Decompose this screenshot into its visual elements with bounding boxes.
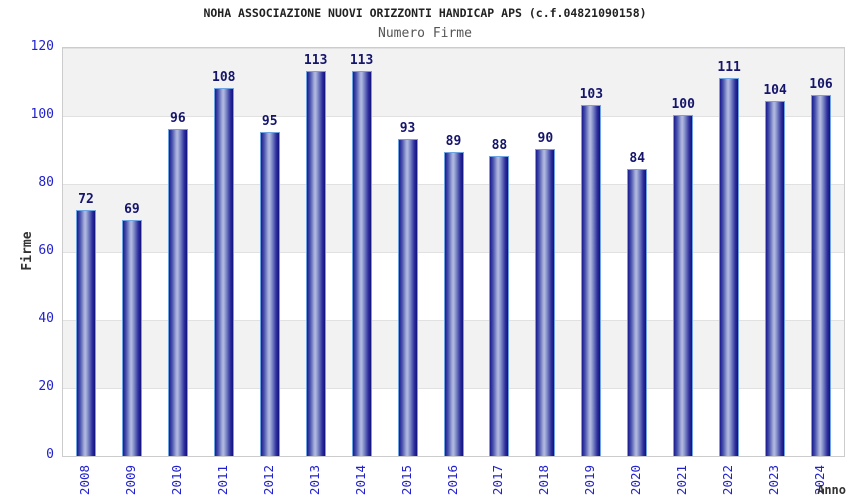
bar [673, 115, 694, 456]
bar-value-label: 89 [445, 134, 462, 150]
y-tick-label: 120 [30, 39, 54, 54]
x-tick-label: 2014 [352, 464, 368, 496]
y-tick-label: 100 [30, 107, 54, 122]
x-tick-label: 2016 [444, 464, 460, 496]
bar-value-label: 88 [491, 137, 508, 153]
bar-value-label: 69 [124, 202, 140, 218]
bar [581, 104, 602, 456]
bar [443, 152, 464, 456]
bar-value-label: 103 [579, 86, 604, 102]
bar [489, 155, 510, 456]
plot-area: 72 69 96 108 95 113 113 93 89 88 90 103 84 100 111 104 1… [62, 47, 845, 457]
bar [535, 149, 556, 456]
bar-value-label: 95 [261, 114, 278, 129]
bar-value-label: 113 [349, 52, 374, 68]
bar [305, 70, 326, 456]
x-tick-label: 2023 [766, 464, 782, 496]
chart-title: NOHA ASSOCIAZIONE NUOVI ORIZZONTI HANDIC… [203, 6, 647, 20]
y-tick-label: 40 [38, 311, 54, 326]
bar [121, 220, 142, 456]
x-tick-label: 2013 [306, 464, 322, 496]
bar-value-label: 84 [629, 151, 646, 167]
bar [765, 101, 786, 456]
bar-value-label: 113 [303, 52, 328, 68]
y-tick-label: 0 [46, 447, 54, 462]
bar [167, 128, 188, 456]
bar-value-label: 96 [170, 110, 186, 126]
bar [627, 169, 648, 456]
chart-subtitle: Numero Firme [378, 26, 472, 41]
bar-value-label: 72 [78, 192, 94, 208]
bar-value-label: 104 [763, 83, 787, 99]
x-tick-label: 2012 [260, 464, 276, 496]
y-tick-label: 80 [38, 175, 54, 190]
bar [75, 210, 96, 456]
x-tick-label: 2022 [720, 464, 736, 496]
x-tick-label: 2018 [536, 464, 552, 496]
y-tick-label: 60 [38, 243, 54, 258]
bar [397, 138, 418, 456]
x-tick-label: 2015 [398, 464, 414, 496]
x-tick-label: 2008 [76, 464, 92, 496]
bar-value-label: 90 [537, 131, 554, 146]
bar [259, 132, 280, 456]
x-tick-label: 2011 [214, 464, 230, 496]
x-tick-label: 2020 [628, 464, 644, 496]
x-tick-label: 2017 [490, 464, 506, 496]
x-tick-label: 2010 [168, 464, 184, 496]
bar-value-label: 111 [717, 59, 741, 75]
bar [811, 94, 832, 456]
x-tick-label: 2019 [582, 464, 598, 496]
bar [719, 77, 740, 456]
x-tick-label: 2009 [122, 464, 138, 496]
bar [351, 70, 372, 456]
bar-value-label: 108 [212, 69, 236, 85]
bar-value-label: 93 [399, 120, 416, 136]
x-axis-title: Anno [817, 483, 846, 497]
bar-value-label: 106 [809, 76, 833, 92]
x-tick-label: 2021 [674, 464, 690, 496]
y-tick-label: 20 [38, 379, 54, 394]
bar-value-label: 100 [671, 97, 695, 112]
bar [213, 87, 234, 456]
